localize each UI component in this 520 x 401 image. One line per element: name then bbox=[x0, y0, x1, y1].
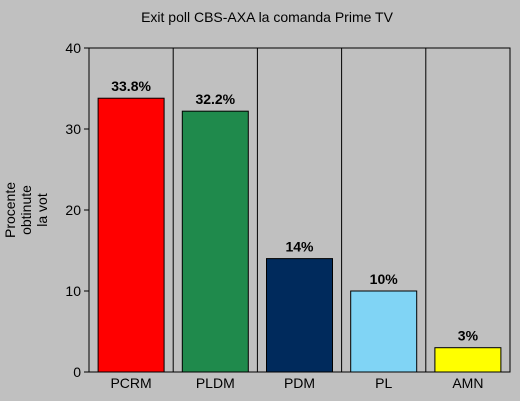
bar-amn bbox=[434, 347, 502, 373]
data-label-pdm: 14% bbox=[285, 239, 314, 255]
y-axis-title-line-3: la vot bbox=[34, 193, 50, 227]
bar-pcrm bbox=[97, 97, 165, 373]
y-tick-label: 20 bbox=[65, 202, 81, 218]
category-label-pcrm: PCRM bbox=[110, 375, 151, 391]
y-axis-title: Procente obtinute la vot bbox=[2, 182, 50, 238]
category-label-pdm: PDM bbox=[284, 375, 315, 391]
bar-pldm bbox=[181, 110, 249, 373]
bar-pl bbox=[350, 290, 418, 373]
category-label-amn: AMN bbox=[452, 375, 483, 391]
y-tick-label: 40 bbox=[65, 40, 81, 56]
plot-area: 0 10 20 30 40 33.8% PCRM 32.2% PLDM 14% PDM 10% PL 3%… bbox=[65, 40, 511, 391]
data-label-pl: 10% bbox=[370, 271, 399, 287]
y-tick-label: 30 bbox=[65, 121, 81, 137]
y-tick-label: 10 bbox=[65, 283, 81, 299]
data-label-amn: 3% bbox=[458, 328, 479, 344]
y-tick-label: 0 bbox=[73, 364, 81, 380]
category-label-pl: PL bbox=[375, 375, 392, 391]
bar-pdm bbox=[266, 258, 333, 373]
category-label-pldm: PLDM bbox=[196, 375, 235, 391]
data-label-pldm: 32.2% bbox=[195, 91, 235, 107]
y-axis-title-line-2: obtinute bbox=[18, 185, 34, 235]
chart-title: Exit poll CBS-AXA la comanda Prime TV bbox=[141, 9, 394, 25]
data-label-pcrm: 33.8% bbox=[111, 78, 151, 94]
y-axis-title-line-1: Procente bbox=[2, 182, 18, 238]
